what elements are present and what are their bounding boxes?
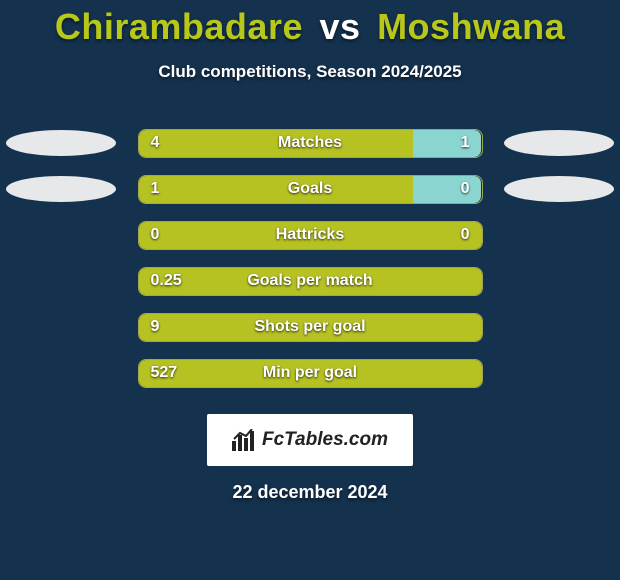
stat-row: 0Hattricks0: [0, 212, 620, 258]
page-title: Chirambadare vs Moshwana: [55, 6, 565, 48]
stat-row: 527Min per goal: [0, 350, 620, 396]
stat-row: 0.25Goals per match: [0, 258, 620, 304]
stat-bar-left: [139, 360, 482, 387]
stat-row: 9Shots per goal: [0, 304, 620, 350]
stat-bar-right: [413, 130, 482, 157]
title-block: Chirambadare vs Moshwana: [0, 0, 620, 48]
subtitle: Club competitions, Season 2024/2025: [0, 62, 620, 82]
stat-row: 4Matches1: [0, 120, 620, 166]
player-marker-left: [6, 176, 116, 202]
player-marker-right: [504, 130, 614, 156]
stat-bar-left: [139, 130, 413, 157]
logo-text: FcTables.com: [262, 429, 388, 451]
stat-bar: 1Goals0: [138, 175, 483, 204]
stat-bar-left: [139, 176, 413, 203]
stat-row: 1Goals0: [0, 166, 620, 212]
stat-bar-right: [413, 176, 482, 203]
stat-bar-left: [139, 222, 482, 249]
stat-bar: 0.25Goals per match: [138, 267, 483, 296]
stat-bar-left: [139, 268, 482, 295]
player-marker-left: [6, 130, 116, 156]
date-line: 22 december 2024: [0, 482, 620, 503]
chart-icon: [232, 429, 256, 451]
stat-bar: 0Hattricks0: [138, 221, 483, 250]
stat-bar: 9Shots per goal: [138, 313, 483, 342]
title-left: Chirambadare: [55, 6, 303, 47]
title-separator: vs: [320, 6, 361, 47]
title-right: Moshwana: [377, 6, 565, 47]
player-marker-right: [504, 176, 614, 202]
stat-bar: 4Matches1: [138, 129, 483, 158]
logo-badge: FcTables.com: [207, 414, 413, 466]
stat-bar-left: [139, 314, 482, 341]
stat-bar: 527Min per goal: [138, 359, 483, 388]
comparison-chart: 4Matches1 1Goals0 0Hattricks0 0.25Goals per…: [0, 120, 620, 396]
